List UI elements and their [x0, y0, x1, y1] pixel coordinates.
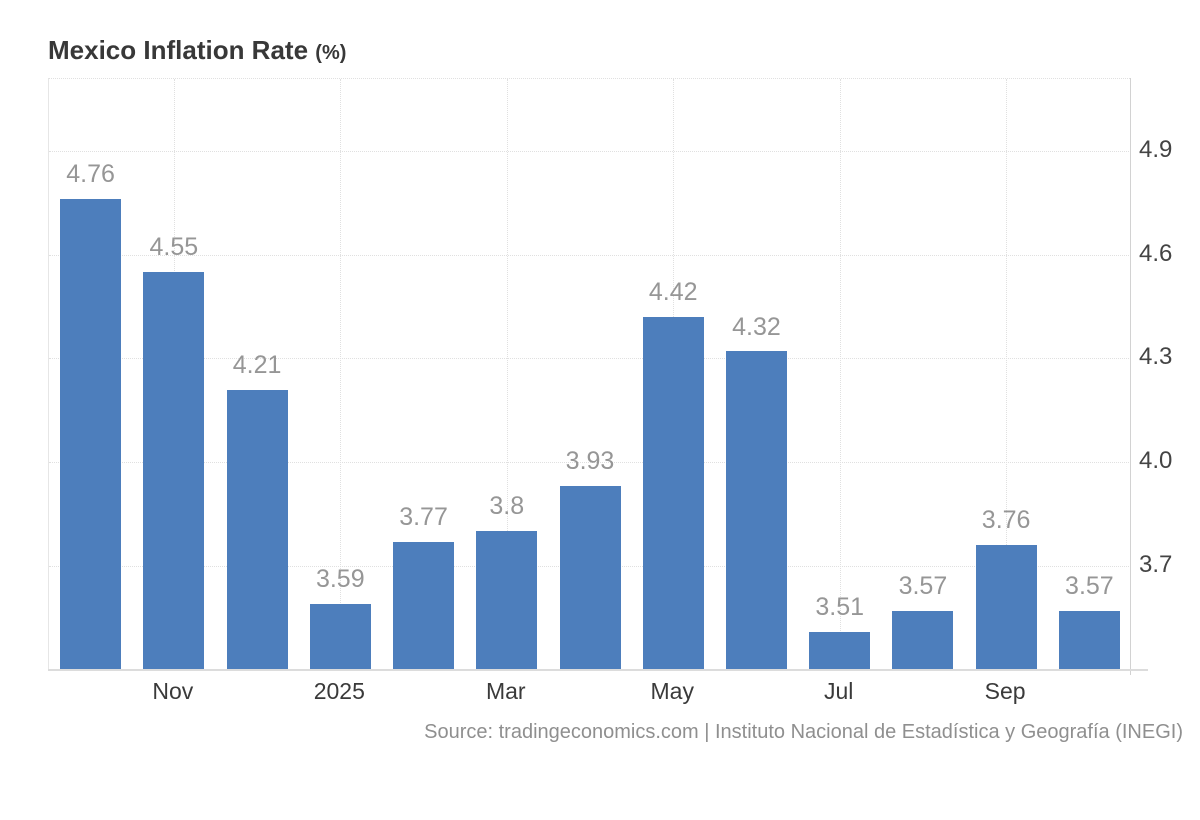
bar[interactable]	[393, 541, 454, 671]
source-attribution: Source: tradingeconomics.com | Instituto…	[424, 721, 1183, 743]
gridline-horizontal	[49, 358, 1131, 360]
y-axis-tick-label: 4.9	[1139, 135, 1173, 163]
plot-area: 4.76 4.55 4.21 3.59 3.77 3.8 3.93 4.42 4.32 3.51 3…	[48, 78, 1131, 671]
bar[interactable]	[892, 610, 953, 671]
bar[interactable]	[1059, 610, 1120, 671]
gridline-horizontal	[49, 462, 1131, 464]
y-axis-line	[1130, 78, 1131, 675]
bar[interactable]	[726, 351, 787, 671]
y-axis-tick-label: 4.0	[1139, 447, 1173, 475]
x-axis-line	[48, 669, 1148, 671]
x-axis-tick-label: Mar	[485, 678, 526, 704]
x-axis-tick-label: Jul	[823, 678, 854, 704]
bar-value-label: 3.8	[489, 492, 525, 521]
y-axis-tick-label: 4.6	[1139, 239, 1173, 267]
chart-title-text: Mexico Inflation Rate	[48, 35, 309, 65]
gridline-horizontal	[49, 150, 1131, 152]
chart-title: Mexico Inflation Rate (%)	[48, 36, 346, 67]
bar-value-label: 3.59	[315, 564, 365, 593]
y-axis-tick-label: 3.7	[1139, 550, 1173, 578]
bar[interactable]	[227, 389, 288, 671]
x-axis-tick-label: Nov	[152, 678, 194, 704]
bar-value-label: 3.57	[898, 571, 948, 600]
gridline-horizontal	[49, 254, 1131, 256]
bar-value-label: 4.42	[648, 277, 698, 306]
bar[interactable]	[976, 545, 1037, 671]
gridline-vertical	[340, 79, 342, 671]
bar-value-label: 4.21	[232, 350, 282, 379]
bar[interactable]	[809, 631, 870, 671]
bar[interactable]	[476, 531, 537, 671]
x-axis-tick-label: Sep	[984, 678, 1026, 704]
gridline-vertical	[1006, 79, 1008, 671]
gridline-vertical	[506, 79, 508, 671]
bar[interactable]	[560, 486, 621, 671]
bar[interactable]	[143, 271, 204, 671]
bar-value-label: 3.57	[1065, 571, 1114, 600]
x-axis-tick-label: 2025	[313, 678, 365, 704]
bar-value-label: 4.32	[732, 312, 781, 341]
bar[interactable]	[310, 603, 371, 671]
y-axis-tick-label: 4.3	[1139, 343, 1173, 371]
chart-title-unit: (%)	[315, 42, 347, 64]
bar[interactable]	[643, 316, 704, 671]
bar-value-label: 4.55	[149, 232, 199, 261]
bar-value-label: 3.93	[565, 447, 615, 476]
bar-value-label: 3.77	[399, 502, 448, 531]
bar-value-label: 4.76	[66, 160, 115, 189]
bar[interactable]	[60, 199, 121, 671]
x-axis-tick-label: May	[650, 678, 694, 704]
gridline-vertical	[839, 79, 841, 671]
bar-value-label: 3.51	[815, 592, 865, 621]
bar-value-label: 3.76	[981, 506, 1031, 535]
